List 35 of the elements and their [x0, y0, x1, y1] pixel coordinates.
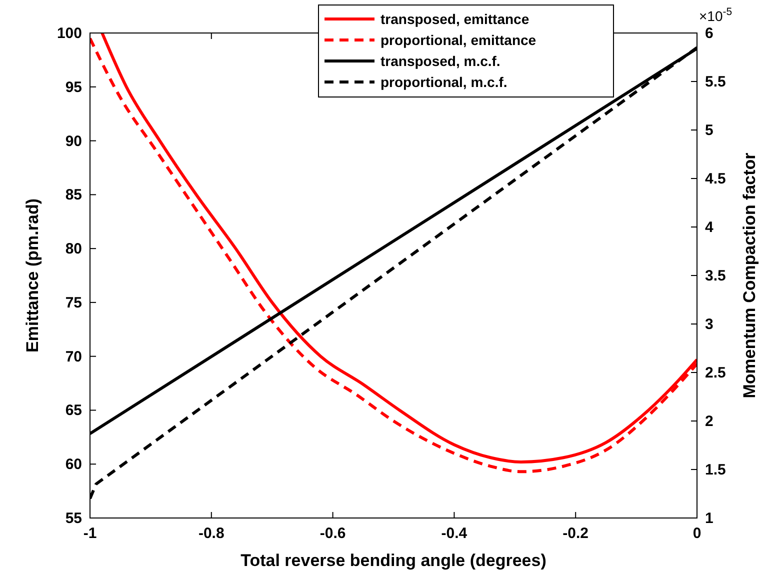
y2-axis-title: Momentum Compaction factor — [740, 152, 759, 398]
y2-tick-label: 5 — [705, 122, 714, 139]
y2-tick-label: 3 — [705, 316, 714, 333]
y2-tick-label: 4.5 — [705, 170, 726, 188]
x-tick-label: -0.4 — [441, 525, 468, 542]
y-tick-label: 75 — [65, 294, 82, 312]
y2-tick-label: 2.5 — [705, 364, 726, 382]
y-tick-label: 60 — [65, 456, 82, 474]
y2-tick-label: 4 — [705, 219, 714, 236]
legend-label: proportional, emittance — [380, 32, 536, 48]
legend-label: proportional, m.c.f. — [380, 74, 508, 90]
x-tick-label: -1 — [83, 525, 97, 542]
legend-label: transposed, emittance — [380, 11, 530, 27]
y-tick-label: 85 — [65, 186, 82, 204]
x-tick-label: -0.6 — [320, 525, 346, 542]
x-tick-label: -0.8 — [198, 525, 224, 542]
x-tick-label: -0.2 — [562, 525, 589, 542]
y-tick-label: 90 — [65, 132, 82, 150]
x-axis-title: Total reverse bending angle (degrees) — [240, 551, 546, 570]
y2-tick-label: 5.5 — [705, 74, 726, 90]
y2-tick-label: 1.5 — [705, 462, 726, 478]
y-tick-label: 80 — [65, 240, 82, 258]
x-tick-label: 0 — [692, 525, 702, 542]
y-tick-label: 65 — [65, 402, 82, 420]
text: ×10$^{-5}$ — [699, 6, 732, 24]
y2-tick-label: 1 — [705, 510, 714, 527]
legend-label: transposed, m.c.f. — [380, 53, 500, 69]
y-tick-label: 100 — [56, 25, 82, 42]
y-tick-label: 70 — [65, 348, 82, 366]
y2-tick-label: 6 — [705, 25, 714, 42]
y-axis-title: Emittance (pm.rad) — [23, 198, 42, 352]
y-tick-label: 95 — [65, 78, 82, 96]
y2-tick-label: 2 — [705, 413, 714, 430]
y2-tick-label: 3.5 — [705, 268, 726, 284]
y-tick-label: 55 — [65, 510, 82, 527]
